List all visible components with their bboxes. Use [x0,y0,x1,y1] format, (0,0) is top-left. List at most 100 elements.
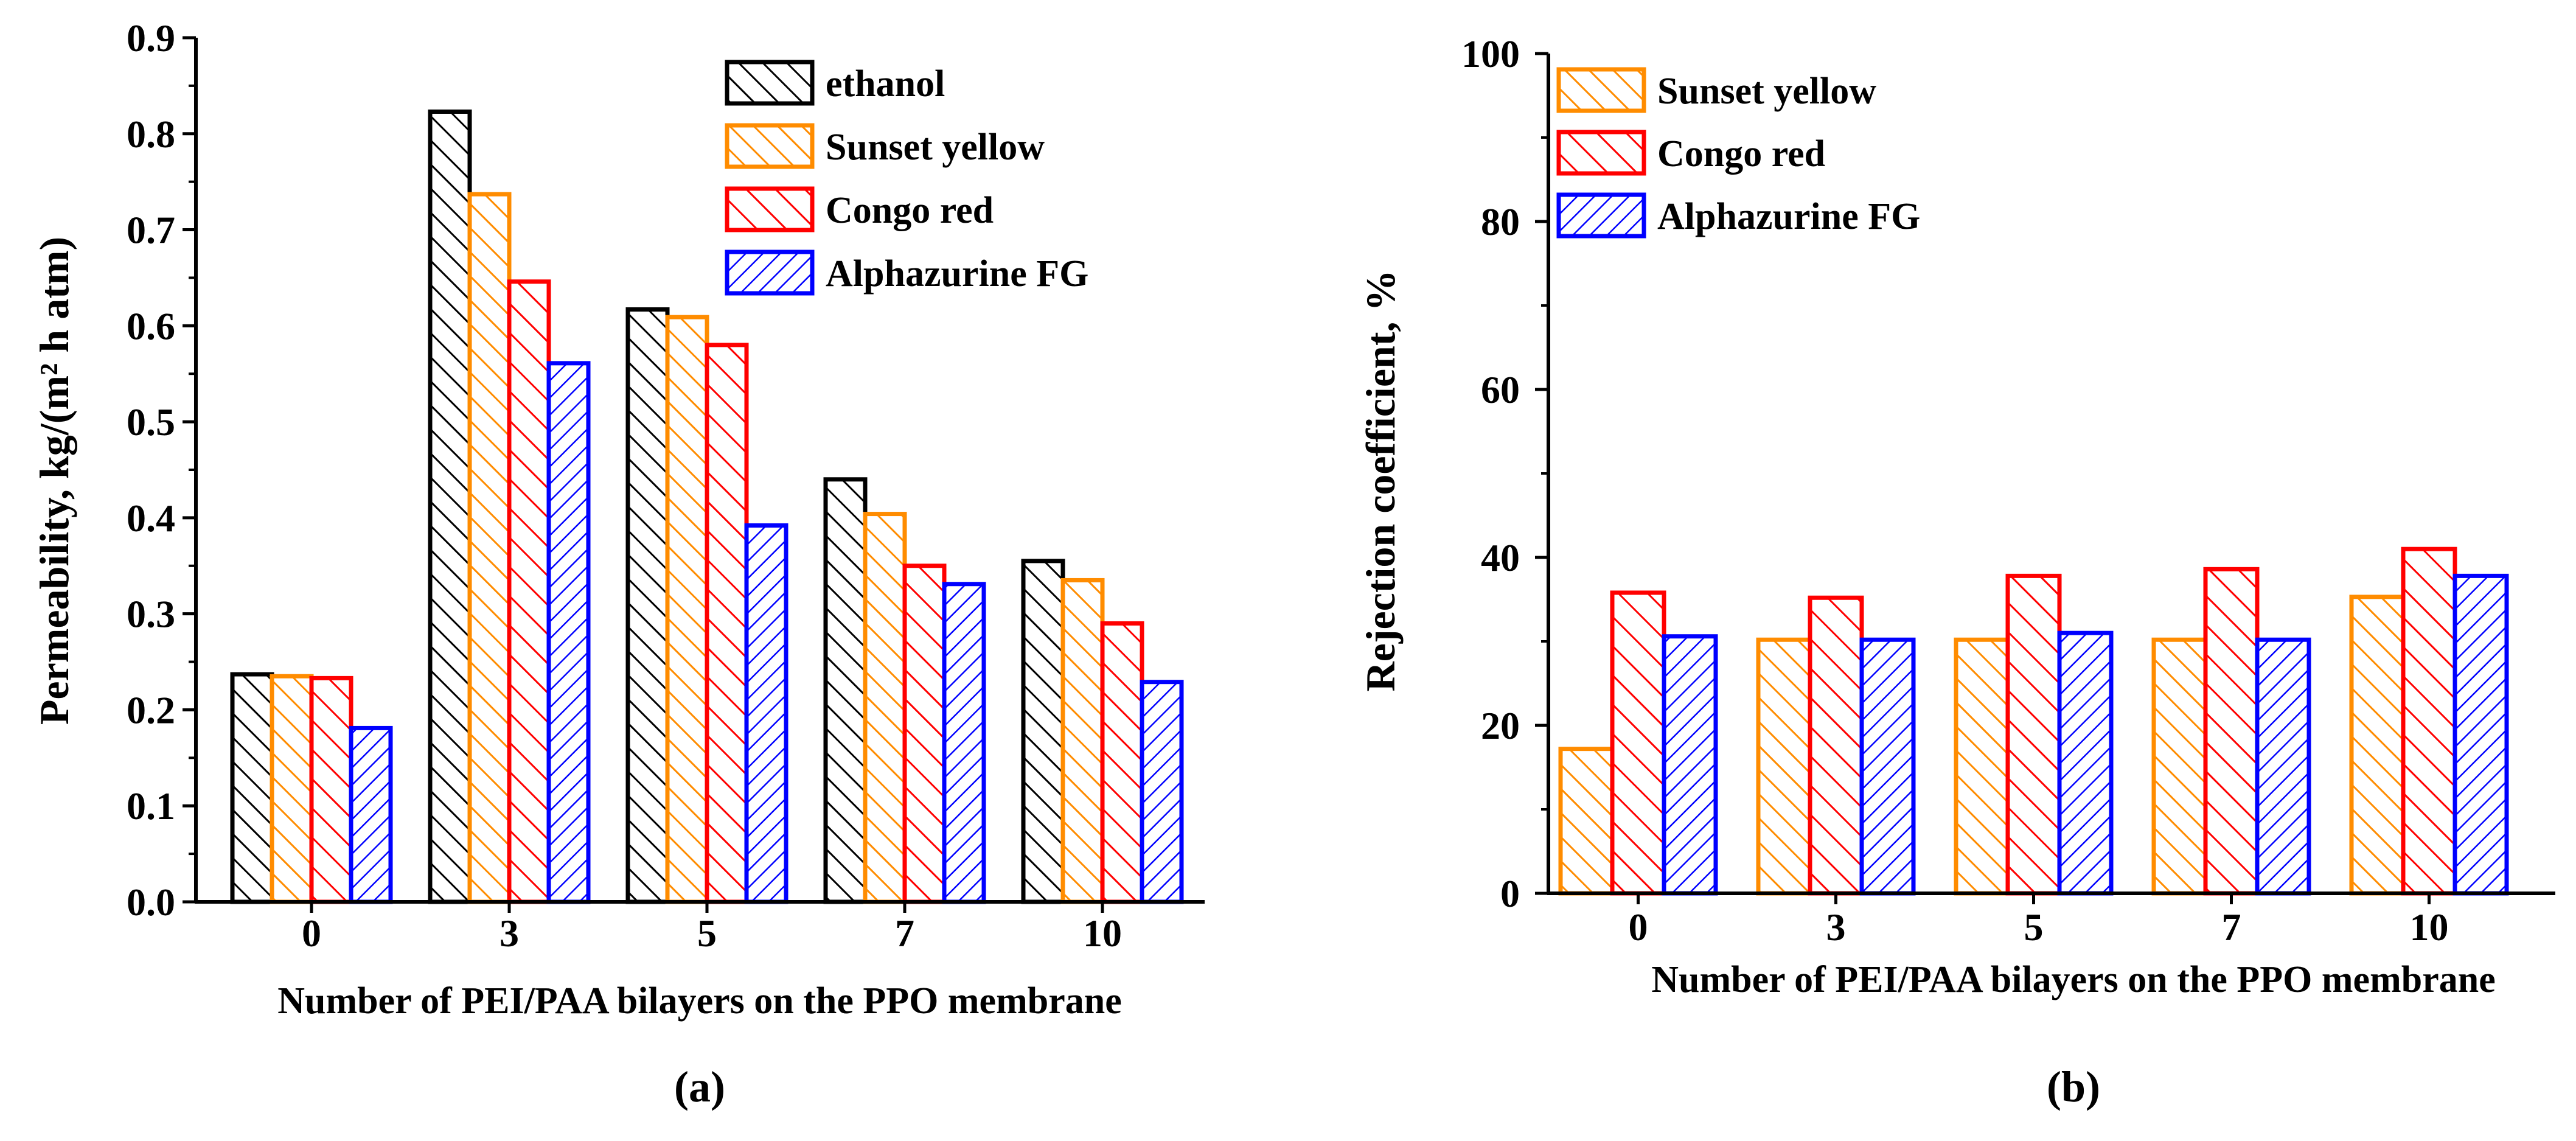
panel-a-xtick-label: 5 [697,912,717,955]
panel-b-legend-item-congo-red: Congo red [1556,130,1825,176]
panel-a-y-axis-label: Permeability, kg/(m² h atm) [31,237,77,725]
panel-a-legend-item-sunset-yellow: Sunset yellow [725,123,1045,169]
panel-a-bar-ethanol-0 [230,672,274,904]
panel-a-axes [183,36,1205,913]
panel-a-ytick-label: 0.5 [127,400,175,444]
panel-a-legend: ethanol Sunset yellow Congo red Alphazurine… [725,60,1088,296]
panel-b-legend-item-alphazurine-fg: Alphazurine FG [1556,192,1920,239]
panel-b-bar-congo-red-10 [2401,546,2457,896]
panel-a-legend-item-alphazurine-fg: Alphazurine FG [725,249,1088,296]
panel-a: 0.0 0.1 0.2 0.3 0.4 0.5 0.6 0.7 0.8 0.9 0 3 5 7 10 Pe… [31,16,1205,1111]
panel-b-bar-sunset-yellow-7 [2151,637,2208,896]
panel-b-legend-label: Alphazurine FG [1657,196,1920,237]
panel-a-bars [230,109,1184,904]
panel-b-xtick-label: 3 [1826,905,1846,949]
panel-a-legend-label: Congo red [826,190,994,231]
panel-a-legend-label: Sunset yellow [826,127,1045,168]
panel-b-bar-congo-red-7 [2203,567,2260,896]
panel-b-bar-sunset-yellow-3 [1756,637,1812,896]
panel-a-legend-item-ethanol: ethanol [725,60,945,106]
panel-a-bar-sunset-yellow-5 [665,315,709,904]
panel-b-bars [1558,546,2509,896]
panel-b-legend-label: Congo red [1657,133,1825,175]
panel-b-ytick-labels: 0 20 40 60 80 100 [1461,32,1520,915]
panel-a-legend-swatch [725,60,815,106]
panel-a-ytick-label: 0.2 [127,688,175,731]
panel-a-bar-ethanol-5 [625,307,670,904]
panel-a-bar-alphazurine-fg-0 [349,725,393,904]
panel-b-bar-sunset-yellow-5 [1954,637,2010,896]
panel-a-xtick-label: 3 [500,912,519,955]
panel-a-bar-ethanol-3 [428,109,472,904]
panel-a-ytick-label: 0.9 [127,16,175,60]
panel-b-bar-alphazurine-fg-5 [2057,630,2114,896]
panel-a-xtick-labels: 0 3 5 7 10 [302,912,1122,955]
panel-a-legend-label: ethanol [826,63,945,105]
panel-a-bar-congo-red-5 [705,343,749,904]
panel-b-bar-congo-red-3 [1808,595,1864,896]
panel-a-ytick-label: 0.0 [127,881,175,924]
panel-b-legend: Sunset yellow Congo red Alphazurine FG [1556,67,1920,239]
panel-b-legend-item-sunset-yellow: Sunset yellow [1556,67,1876,113]
panel-b-legend-swatch [1556,67,1646,113]
panel-a-label: (a) [674,1062,725,1111]
panel-a-ytick-label: 0.3 [127,593,175,636]
panel-a-ytick-labels: 0.0 0.1 0.2 0.3 0.4 0.5 0.6 0.7 0.8 0.9 [127,16,175,924]
panel-b-xtick-label: 7 [2222,905,2241,949]
panel-a-bar-alphazurine-fg-5 [744,523,788,904]
panel-a-bar-congo-red-0 [309,675,353,904]
panel-a-legend-label: Alphazurine FG [826,253,1088,295]
panel-b-legend-swatch [1556,192,1646,239]
panel-b-bar-alphazurine-fg-7 [2255,637,2311,896]
panel-b-label: (b) [2047,1062,2100,1111]
panel-b-xtick-label: 10 [2410,905,2449,949]
panel-a-bar-sunset-yellow-7 [863,512,907,904]
panel-a-bar-sunset-yellow-10 [1060,577,1105,904]
panel-b-bar-sunset-yellow-10 [2349,595,2406,896]
panel-b-ytick-label: 60 [1481,368,1520,411]
panel-a-bar-congo-red-10 [1100,621,1144,904]
panel-b-x-axis-label: Number of PEI/PAA bilayers on the PPO me… [1651,959,2495,1000]
panel-a-xtick-label: 7 [895,912,914,955]
panel-b-bar-alphazurine-fg-10 [2452,573,2509,896]
panel-b-xtick-labels: 0 3 5 7 10 [1629,905,2449,949]
panel-a-legend-swatch [725,123,815,169]
panel-a-bar-congo-red-3 [507,279,551,904]
panel-a-bar-congo-red-7 [902,564,947,904]
panel-a-bar-sunset-yellow-3 [467,192,512,904]
panel-b-bar-alphazurine-fg-0 [1662,634,1718,896]
panel-b-ytick-label: 100 [1461,32,1520,75]
panel-b-ytick-label: 20 [1481,704,1520,747]
panel-b-xtick-label: 5 [2024,905,2044,949]
panel-a-bar-ethanol-7 [823,477,868,904]
panel-b-bar-sunset-yellow-0 [1558,747,1615,896]
panel-a-ytick-label: 0.7 [127,209,175,252]
panel-a-ytick-label: 0.8 [127,113,175,156]
panel-b-legend-label: Sunset yellow [1657,71,1876,112]
panel-a-x-axis-label: Number of PEI/PAA bilayers on the PPO me… [277,980,1121,1022]
panel-b-bar-alphazurine-fg-3 [1859,637,1916,896]
panel-b-bar-congo-red-5 [2005,573,2062,896]
panel-a-bar-sunset-yellow-0 [270,674,314,904]
panel-a-ytick-label: 0.1 [127,784,175,828]
panel-b-ytick-label: 0 [1500,872,1520,915]
panel-b-y-axis-label: Rejection coefficient, % [1357,270,1404,692]
panel-a-bar-alphazurine-fg-10 [1140,680,1184,904]
panel-a-legend-swatch [725,186,815,232]
panel-a-xtick-label: 10 [1083,912,1122,955]
panel-a-bar-ethanol-10 [1021,559,1065,904]
panel-b-ytick-label: 80 [1481,200,1520,243]
panel-a-ytick-label: 0.6 [127,304,175,347]
panel-b-axes [1535,52,2555,904]
panel-b-ytick-label: 40 [1481,536,1520,579]
panel-a-legend-item-congo-red: Congo red [725,186,994,232]
panel-b-xtick-label: 0 [1629,905,1648,949]
panel-a-ytick-label: 0.4 [127,497,175,540]
panel-b-bar-congo-red-0 [1610,590,1666,896]
panel-b: 0 20 40 60 80 100 0 3 5 7 10 Rejection coefficien… [1357,32,2555,1111]
panel-a-bar-alphazurine-fg-7 [942,582,986,904]
panel-a-xtick-label: 0 [302,912,321,955]
panel-b-legend-swatch [1556,130,1646,176]
panel-a-legend-swatch [725,249,815,296]
